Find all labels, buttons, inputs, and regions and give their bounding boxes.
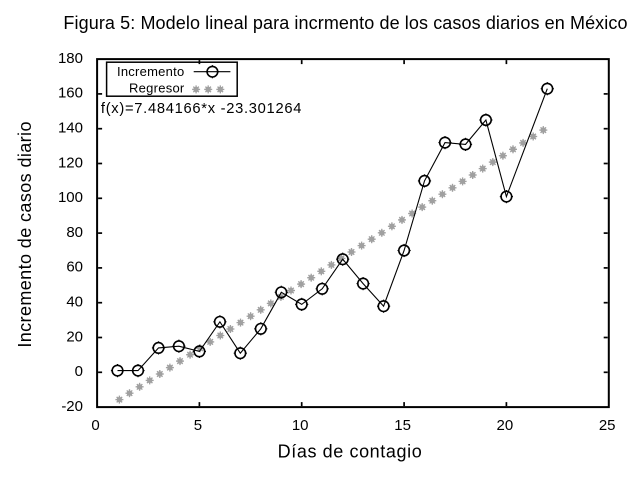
svg-text:Incremento de casos diario: Incremento de casos diario — [15, 121, 35, 348]
svg-text:0: 0 — [91, 417, 99, 434]
svg-text:Regresor: Regresor — [129, 80, 185, 95]
svg-text:100: 100 — [58, 189, 83, 206]
svg-text:10: 10 — [292, 417, 309, 434]
svg-text:40: 40 — [66, 294, 83, 311]
svg-text:60: 60 — [66, 259, 83, 276]
svg-text:20: 20 — [66, 328, 83, 345]
svg-text:160: 160 — [58, 85, 83, 102]
svg-text:80: 80 — [66, 224, 83, 241]
svg-text:140: 140 — [58, 120, 83, 137]
svg-text:180: 180 — [58, 50, 83, 67]
svg-text:-20: -20 — [61, 398, 83, 415]
svg-text:15: 15 — [394, 417, 411, 434]
svg-text:Días de contagio: Días de contagio — [278, 442, 423, 462]
svg-text:Figura 5: Modelo lineal para i: Figura 5: Modelo lineal para incrmento d… — [63, 13, 627, 33]
svg-text:25: 25 — [599, 417, 616, 434]
svg-text:f(x)=7.484166*x -23.301264: f(x)=7.484166*x -23.301264 — [101, 101, 302, 117]
svg-text:Incremento: Incremento — [117, 64, 185, 79]
svg-text:120: 120 — [58, 154, 83, 171]
svg-text:5: 5 — [194, 417, 202, 434]
svg-text:20: 20 — [497, 417, 514, 434]
svg-text:0: 0 — [75, 363, 83, 380]
